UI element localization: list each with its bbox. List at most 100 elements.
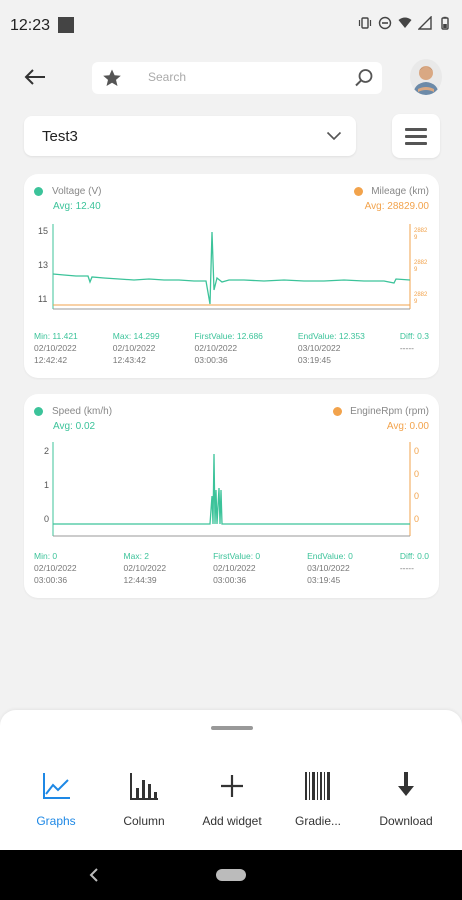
stat-label: FirstValue: 0 xyxy=(213,551,261,561)
stat-time: 03:00:36 xyxy=(34,575,68,585)
arrow-left-icon xyxy=(24,69,45,85)
stat-label: FirstValue: 12.686 xyxy=(194,331,263,341)
right-tick-label: 0 xyxy=(414,446,419,456)
search-input[interactable]: Search xyxy=(148,70,187,84)
stat-min: Min: 0 02/10/2022 03:00:36 xyxy=(34,550,77,586)
avatar[interactable] xyxy=(410,59,442,95)
tab-label: Gradie... xyxy=(294,814,342,828)
hamburger-line xyxy=(405,127,427,131)
status-icons xyxy=(358,16,452,30)
stat-first-value: FirstValue: 0 02/10/2022 03:00:36 xyxy=(213,550,260,586)
legend-left: Speed (km/h) xyxy=(34,406,112,417)
stat-date: 03/10/2022 xyxy=(297,343,341,353)
tab-label: Graphs xyxy=(36,814,76,828)
hamburger-line xyxy=(405,134,427,138)
y-tick-label: 11 xyxy=(38,294,47,304)
stat-date: 02/10/2022 xyxy=(112,343,156,353)
y-tick-label: 13 xyxy=(38,260,48,270)
right-tick-label: 0 xyxy=(414,469,419,479)
stat-label: Diff: 0.3 xyxy=(399,331,429,341)
tab-label: Column xyxy=(123,814,165,828)
stat-label: Max: 2 xyxy=(123,551,150,561)
right-tick-label: 0 xyxy=(414,491,419,501)
y-tick-label: 15 xyxy=(38,226,48,236)
legend-right: EngineRpm (rpm) xyxy=(333,406,429,417)
battery-icon xyxy=(441,16,449,30)
stats-row: Min: 0 02/10/2022 03:00:36 Max: 2 02/10/… xyxy=(34,550,429,586)
tab-download[interactable]: Download xyxy=(366,770,446,828)
stat-label: Max: 14.299 xyxy=(112,331,160,341)
stat-label: EndValue: 12.353 xyxy=(297,331,365,341)
stats-row: Min: 11.421 02/10/2022 12:42:42 Max: 14.… xyxy=(34,330,429,366)
stat-label: Min: 0 xyxy=(34,551,58,561)
dataset-dropdown[interactable]: Test3 xyxy=(24,116,356,156)
stat-time: 03:00:36 xyxy=(194,355,228,365)
nav-home-button[interactable] xyxy=(216,869,246,881)
legend-dot-icon xyxy=(333,407,343,416)
tab-label: Download xyxy=(379,814,433,828)
do-not-disturb-icon xyxy=(378,16,392,30)
stat-time: 03:19:45 xyxy=(297,355,331,365)
download-icon xyxy=(398,772,414,796)
right-tick-label: 2882 9 xyxy=(414,292,428,305)
back-button[interactable] xyxy=(22,64,48,90)
stat-label: Min: 11.421 xyxy=(34,331,78,341)
line-chart[interactable]: 2 1 0 0 0 0 0 xyxy=(24,438,439,538)
status-time: 12:23 xyxy=(10,17,51,34)
legend-series-name: EngineRpm (rpm) xyxy=(350,406,429,417)
chart-card-speed-rpm[interactable]: Speed (km/h) Avg: 0.02 EngineRpm (rpm) A… xyxy=(24,394,439,598)
tab-gradient[interactable]: Gradie... xyxy=(278,770,358,828)
stat-time: 12:43:42 xyxy=(112,355,146,365)
stat-date: 02/10/2022 xyxy=(123,563,167,573)
stat-min: Min: 11.421 02/10/2022 12:42:42 xyxy=(34,330,78,366)
stat-time: 03:19:45 xyxy=(307,575,341,585)
stat-diff: Diff: 0.0 ----- xyxy=(400,550,429,586)
legend-series-name: Mileage (km) xyxy=(371,186,429,197)
stat-max: Max: 14.299 02/10/2022 12:43:42 xyxy=(113,330,160,366)
stat-date: 02/10/2022 xyxy=(213,563,256,573)
stat-date: 02/10/2022 xyxy=(34,343,77,353)
hamburger-line xyxy=(405,141,427,145)
stat-time: 03:00:36 xyxy=(213,575,247,585)
nav-back-icon[interactable] xyxy=(88,867,100,883)
user-avatar-icon xyxy=(410,59,442,95)
status-bar: 12:23 xyxy=(0,0,462,52)
line-chart[interactable]: 15 13 11 2882 9 2882 9 2882 9 xyxy=(24,218,439,314)
speed-series-line xyxy=(53,453,410,525)
menu-button[interactable] xyxy=(392,114,440,158)
y-tick-label: 1 xyxy=(44,480,49,490)
bottom-sheet[interactable]: Graphs Column Add widget Gradie... xyxy=(0,710,462,850)
stat-date: 02/10/2022 xyxy=(194,343,238,353)
legend-series-name: Speed (km/h) xyxy=(52,406,113,417)
search-icon[interactable] xyxy=(354,68,374,88)
stat-time: 12:42:42 xyxy=(34,355,68,365)
star-icon[interactable] xyxy=(102,68,122,88)
legend-dot-icon xyxy=(354,187,364,196)
voltage-series-line xyxy=(52,231,411,305)
tab-graphs[interactable]: Graphs xyxy=(16,770,96,828)
right-tick-label: 2882 9 xyxy=(414,260,428,273)
legend-right: Mileage (km) xyxy=(354,186,429,197)
stat-date: ----- xyxy=(399,343,414,353)
chevron-down-icon xyxy=(326,131,342,141)
tab-label: Add widget xyxy=(202,814,262,828)
tab-column[interactable]: Column xyxy=(104,770,184,828)
stat-label: EndValue: 0 xyxy=(307,551,353,561)
search-bar[interactable]: Search xyxy=(92,62,382,94)
sheet-drag-handle[interactable] xyxy=(211,726,253,730)
stat-max: Max: 2 02/10/2022 12:44:39 xyxy=(124,550,167,586)
system-nav-bar xyxy=(0,850,462,900)
y-tick-label: 2 xyxy=(44,446,49,456)
chart-card-voltage-mileage[interactable]: Voltage (V) Avg: 12.40 Mileage (km) Avg:… xyxy=(24,174,439,378)
legend-dot-icon xyxy=(34,407,43,416)
stat-date: 02/10/2022 xyxy=(34,563,77,573)
line-chart-icon xyxy=(43,773,70,799)
plus-icon xyxy=(221,775,243,797)
stat-time: 12:44:39 xyxy=(123,575,157,585)
stat-label: Diff: 0.0 xyxy=(399,551,429,561)
vibrate-icon xyxy=(358,17,372,29)
tab-add-widget[interactable]: Add widget xyxy=(192,770,272,828)
stat-end-value: EndValue: 12.353 03/10/2022 03:19:45 xyxy=(298,330,365,366)
avg-left: Avg: 12.40 xyxy=(53,201,101,212)
wifi-icon xyxy=(398,17,412,28)
